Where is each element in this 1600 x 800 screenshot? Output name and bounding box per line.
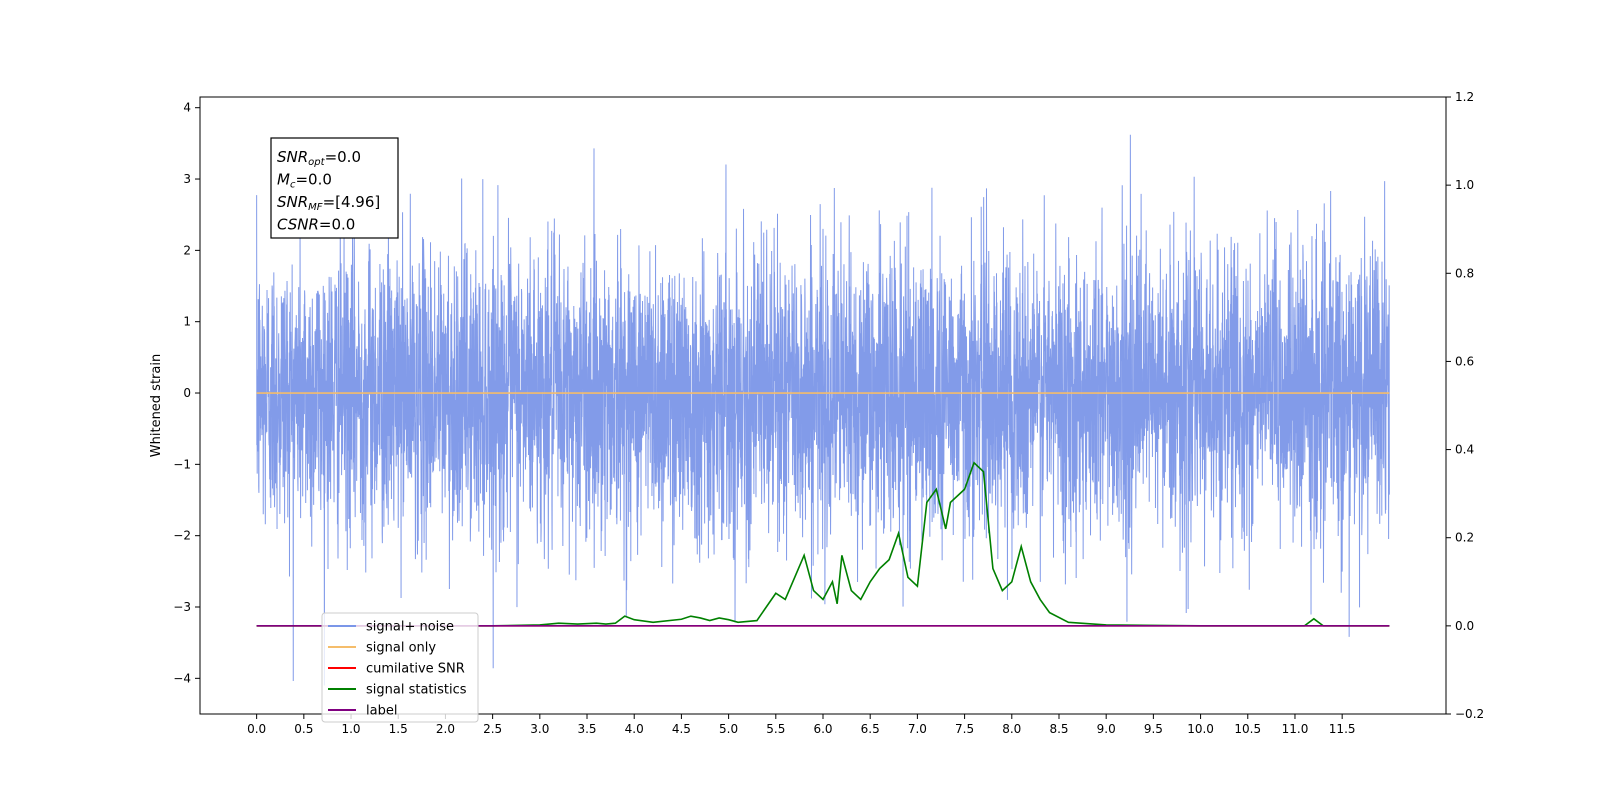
legend-entry: signal only (366, 641, 436, 656)
x-tick-label: 7.0 (908, 722, 927, 736)
y-axis-right: 1.2 1.0 0.8 0.6 0.4 0.2 0.0 −0.2 (1446, 90, 1484, 721)
y2-tick-label: 0.0 (1455, 619, 1474, 633)
annotation-frame (270, 137, 399, 239)
legend-frame (321, 612, 479, 723)
annotation-line: SNRopt=0.0 (277, 148, 361, 168)
x-tick-label: 1.0 (341, 722, 360, 736)
x-axis: 0.0 0.5 1.0 1.5 2.0 2.5 3.0 3.5 4.0 4.5 5.0 5.5 6.0 6… (247, 714, 1356, 736)
annotation-line: CSNR=0.0 (277, 216, 355, 234)
x-tick-label: 1.5 (389, 722, 408, 736)
plot-content (256, 134, 1390, 686)
legend-entry: signal+ noise (366, 620, 454, 635)
annotation-line: Mc=0.0 (277, 171, 332, 191)
y2-tick-label: 0.6 (1455, 354, 1474, 368)
y2-tick-label: 0.4 (1455, 443, 1474, 457)
x-tick-label: 0.5 (294, 722, 313, 736)
x-tick-label: 4.5 (672, 722, 691, 736)
y-tick-label: 0 (183, 386, 191, 400)
y-tick-label: −4 (173, 671, 191, 685)
x-tick-label: 3.0 (530, 722, 549, 736)
x-tick-label: 2.5 (483, 722, 502, 736)
legend-entry: label (366, 704, 397, 719)
x-tick-label: 8.0 (1002, 722, 1021, 736)
y-axis-label: Whitened strain (149, 354, 164, 457)
x-tick-label: 6.5 (861, 722, 880, 736)
x-tick-label: 2.0 (436, 722, 455, 736)
x-tick-label: 5.0 (719, 722, 738, 736)
y-tick-label: 3 (183, 172, 191, 186)
y-tick-label: 4 (183, 101, 191, 115)
y2-tick-label: 0.8 (1455, 266, 1474, 280)
y-axis-left: 4 3 2 1 0 −1 −2 −3 −4 (173, 101, 200, 685)
y-tick-label: 2 (183, 243, 191, 257)
x-tick-label: 6.0 (813, 722, 832, 736)
x-tick-label: 4.0 (625, 722, 644, 736)
y-tick-label: 1 (183, 315, 191, 329)
y-tick-label: −3 (173, 600, 191, 614)
y2-tick-label: 1.2 (1455, 90, 1474, 104)
y2-tick-label: 0.2 (1455, 531, 1474, 545)
x-tick-label: 3.5 (577, 722, 596, 736)
x-tick-label: 10.0 (1187, 722, 1214, 736)
legend-entry: signal statistics (366, 683, 467, 698)
x-tick-label: 0.0 (247, 722, 266, 736)
x-tick-label: 9.5 (1144, 722, 1163, 736)
x-tick-label: 7.5 (955, 722, 974, 736)
x-tick-label: 8.5 (1049, 722, 1068, 736)
legend: signal+ noise signal only cumilative SNR si… (321, 612, 479, 723)
x-tick-label: 11.0 (1282, 722, 1309, 736)
x-tick-label: 5.5 (766, 722, 785, 736)
x-tick-label: 9.0 (1097, 722, 1116, 736)
x-tick-label: 11.5 (1329, 722, 1356, 736)
series-line-3 (256, 461, 1390, 627)
legend-entry: cumilative SNR (366, 662, 465, 677)
x-tick-label: 10.5 (1234, 722, 1261, 736)
y2-tick-label: 1.0 (1455, 178, 1474, 192)
y2-tick-label: −0.2 (1455, 707, 1484, 721)
y-tick-label: −1 (173, 457, 191, 471)
series-line-0 (256, 134, 1390, 686)
y-tick-label: −2 (173, 529, 191, 543)
annotation-line: SNRMF=[4.96] (277, 193, 380, 213)
